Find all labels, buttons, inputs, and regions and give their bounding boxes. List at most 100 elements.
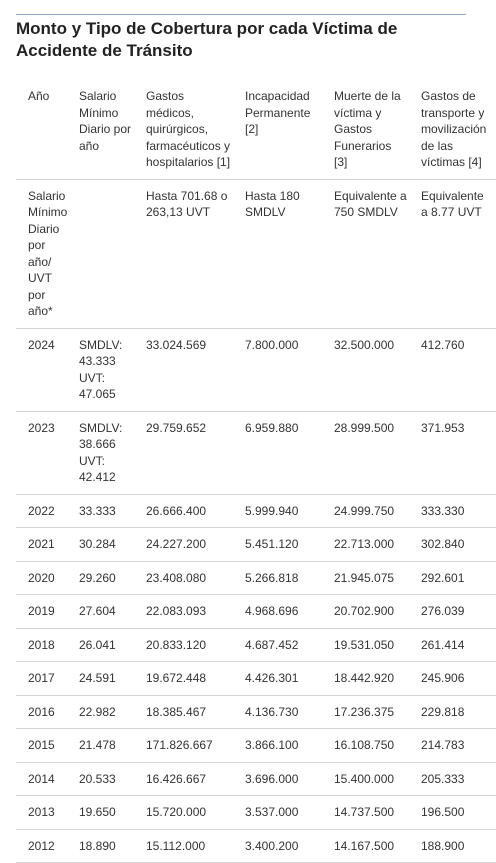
cell: 5.451.120 [240, 527, 329, 562]
table-row: 2017 24.591 19.672.448 4.426.301 18.442.920 2… [16, 661, 496, 696]
cell: 21.945.075 [329, 561, 416, 595]
cell: 24.999.750 [329, 494, 416, 528]
table-row: 2023 SMDLV: 38.666 UVT: 42.412 29.759.652 6… [16, 411, 496, 495]
page: Monto y Tipo de Cobertura por cada Vícti… [16, 14, 496, 863]
title: Monto y Tipo de Cobertura por cada Vícti… [16, 19, 398, 60]
cell: 5.999.940 [240, 494, 329, 528]
cell: SMDLV: 38.666 UVT: 42.412 [74, 411, 141, 495]
cell: Incapacidad Permanente [2] [240, 80, 329, 180]
table-row: 2018 26.041 20.833.120 4.687.452 19.531.050 2… [16, 628, 496, 662]
cell: 18.442.920 [329, 661, 416, 696]
cell: Equivalente a 8.77 UVT [416, 179, 496, 329]
cell: 3.537.000 [240, 795, 329, 830]
cell: 29.759.652 [141, 411, 240, 495]
cell: 7.800.000 [240, 328, 329, 412]
cell: 27.604 [74, 594, 141, 629]
cell: Salario Mínimo Diario por año [74, 80, 141, 180]
table-row: 2012 18.890 15.112.000 3.400.200 14.167.500 1… [16, 829, 496, 863]
cell: 302.840 [416, 527, 496, 562]
cell: 20.533 [74, 762, 141, 796]
cell: 5.266.818 [240, 561, 329, 595]
cell: 16.426.667 [141, 762, 240, 796]
cell: SMDLV: 43.333 UVT: 47.065 [74, 328, 141, 412]
cell: 2013 [16, 795, 74, 830]
cell: 3.400.200 [240, 829, 329, 863]
cell: 15.400.000 [329, 762, 416, 796]
cell: Salario Mínimo Diario por año/ UVT por a… [16, 179, 74, 329]
cell: 205.333 [416, 762, 496, 796]
cell: 22.083.093 [141, 594, 240, 629]
cell: 171.826.667 [141, 728, 240, 763]
cell: 32.500.000 [329, 328, 416, 412]
cell: 3.696.000 [240, 762, 329, 796]
cell: 2016 [16, 695, 74, 729]
cell: 15.720.000 [141, 795, 240, 830]
cell: 19.672.448 [141, 661, 240, 696]
header-row: Año Salario Mínimo Diario por año Gastos m… [16, 80, 496, 180]
cell: 17.236.375 [329, 695, 416, 729]
cell: 196.500 [416, 795, 496, 830]
cell: 261.414 [416, 628, 496, 662]
cell: 2012 [16, 829, 74, 863]
cell: 15.112.000 [141, 829, 240, 863]
cell: 333.330 [416, 494, 496, 528]
cell: 276.039 [416, 594, 496, 629]
cell: 188.900 [416, 829, 496, 863]
table-row: 2013 19.650 15.720.000 3.537.000 14.737.500 1… [16, 795, 496, 830]
cell: 214.783 [416, 728, 496, 763]
cell: 229.818 [416, 695, 496, 729]
cell: 3.866.100 [240, 728, 329, 763]
table-row: 2019 27.604 22.083.093 4.968.696 20.702.900 2… [16, 594, 496, 629]
coverage-table: Año Salario Mínimo Diario por año Gastos m… [16, 80, 496, 863]
cell: 412.760 [416, 328, 496, 412]
cell: 4.687.452 [240, 628, 329, 662]
cell: Gastos de transporte y movilización de l… [416, 80, 496, 180]
cell: Equivalente a 750 SMDLV [329, 179, 416, 329]
cell [74, 179, 141, 329]
cell: 22.982 [74, 695, 141, 729]
cell: 245.906 [416, 661, 496, 696]
cell: Hasta 180 SMDLV [240, 179, 329, 329]
cell: 24.591 [74, 661, 141, 696]
cell: 29.260 [74, 561, 141, 595]
cell: 23.408.080 [141, 561, 240, 595]
cell: 371.953 [416, 411, 496, 495]
cell: Año [16, 80, 74, 180]
cell: 18.385.467 [141, 695, 240, 729]
table-row: 2024 SMDLV: 43.333 UVT: 47.065 33.024.569 7… [16, 328, 496, 412]
table-body: Año Salario Mínimo Diario por año Gastos m… [16, 80, 496, 863]
cell: 26.041 [74, 628, 141, 662]
cell: 18.890 [74, 829, 141, 863]
table-row: 2021 30.284 24.227.200 5.451.120 22.713.000 3… [16, 527, 496, 562]
cell: 2015 [16, 728, 74, 763]
cell: 2023 [16, 411, 74, 495]
cell: 19.650 [74, 795, 141, 830]
cell: 30.284 [74, 527, 141, 562]
top-rule [16, 14, 466, 15]
cell: 28.999.500 [329, 411, 416, 495]
cell: 14.167.500 [329, 829, 416, 863]
cell: 21.478 [74, 728, 141, 763]
cell: 20.833.120 [141, 628, 240, 662]
cell: 2024 [16, 328, 74, 412]
table-row: 2022 33.333 26.666.400 5.999.940 24.999.750 3… [16, 494, 496, 528]
cell: 6.959.880 [240, 411, 329, 495]
cell: 26.666.400 [141, 494, 240, 528]
cell: 33.024.569 [141, 328, 240, 412]
cell: 22.713.000 [329, 527, 416, 562]
cell: 4.136.730 [240, 695, 329, 729]
cell: Hasta 701.68 o 263,13 UVT [141, 179, 240, 329]
table-row: 2020 29.260 23.408.080 5.266.818 21.945.075 2… [16, 561, 496, 595]
cell: 292.601 [416, 561, 496, 595]
table-row: 2015 21.478 171.826.667 3.866.100 16.108.750… [16, 728, 496, 763]
cell: 2021 [16, 527, 74, 562]
cell: 2019 [16, 594, 74, 629]
cell: 4.426.301 [240, 661, 329, 696]
cell: 33.333 [74, 494, 141, 528]
cell: 19.531.050 [329, 628, 416, 662]
table-row: Salario Mínimo Diario por año/ UVT por a… [16, 179, 496, 329]
cell: 2020 [16, 561, 74, 595]
cell: 20.702.900 [329, 594, 416, 629]
table-row: 2016 22.982 18.385.467 4.136.730 17.236.375 2… [16, 695, 496, 729]
cell: 24.227.200 [141, 527, 240, 562]
